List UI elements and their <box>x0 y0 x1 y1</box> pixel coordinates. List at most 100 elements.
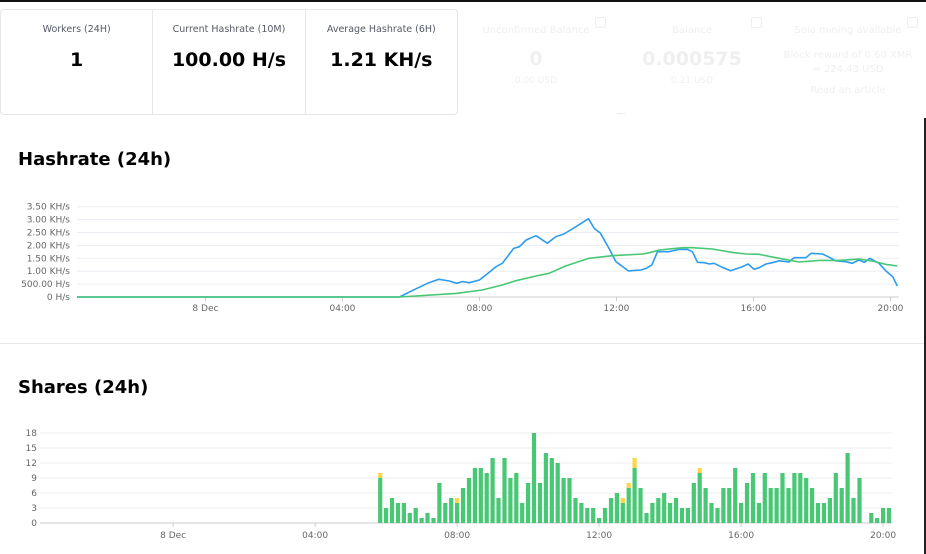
share-bar <box>520 503 525 523</box>
stat-solo-mining: Solo mining available Block reward of 0.… <box>770 9 926 115</box>
share-bar <box>727 488 732 523</box>
share-bar <box>389 498 395 523</box>
share-bar <box>833 473 838 523</box>
share-bar <box>881 508 886 523</box>
share-bar <box>585 508 590 523</box>
share-bar <box>768 488 773 523</box>
share-bar <box>620 503 625 523</box>
share-bar <box>401 503 406 523</box>
share-bar <box>857 478 862 523</box>
stat-label: Workers (24H) <box>42 24 111 35</box>
stat-label: Unconfirmed Balance <box>482 25 590 36</box>
y-tick-label: 6 <box>31 489 37 499</box>
stat-current-hashrate: Current Hashrate (10M) 100.00 H/s <box>153 10 306 114</box>
share-bar <box>384 508 389 523</box>
share-bar <box>419 518 424 523</box>
share-bar <box>531 433 537 523</box>
stat-value: 1 <box>70 49 84 71</box>
stat-balance: Balance 0.000575 0.21 USD <box>614 9 770 115</box>
x-tick-label: 8 Dec <box>192 304 218 314</box>
share-bar <box>455 503 460 523</box>
share-bar <box>709 503 714 523</box>
share-bar <box>537 483 543 523</box>
share-bar <box>697 473 702 523</box>
x-tick-label: 16:00 <box>728 531 754 541</box>
share-bar-secondary <box>697 468 702 473</box>
shares-title: Shares (24h) <box>18 377 149 398</box>
share-bar <box>815 503 821 523</box>
share-bar <box>839 488 844 523</box>
info-icon[interactable] <box>907 17 918 28</box>
share-bar <box>632 468 637 523</box>
stat-value: 0.000575 <box>642 48 742 70</box>
share-bar <box>762 473 767 523</box>
faded-stats: Unconfirmed Balance 0 0.00 USD Balance 0… <box>458 9 926 115</box>
share-bar <box>804 478 809 523</box>
divider <box>0 343 924 344</box>
y-tick-label: 12 <box>26 459 37 469</box>
share-bar <box>567 478 572 523</box>
share-bar <box>756 503 761 523</box>
y-tick-label: 3 <box>31 504 37 514</box>
share-bar-secondary <box>455 498 460 503</box>
share-bar <box>774 488 779 523</box>
y-tick-label: 3.00 KH/s <box>27 216 71 226</box>
right-border <box>924 118 926 554</box>
x-tick-label: 12:00 <box>586 531 612 541</box>
share-bar <box>502 458 507 523</box>
x-tick-label: 08:00 <box>444 531 470 541</box>
y-tick-label: 2.00 KH/s <box>27 241 71 251</box>
y-tick-label: 0 H/s <box>47 293 70 303</box>
info-icon[interactable] <box>751 17 762 28</box>
share-bar <box>484 473 489 523</box>
stat-value: 100.00 H/s <box>171 49 287 71</box>
y-tick-label: 3.50 KH/s <box>27 203 71 213</box>
share-bar <box>668 503 673 523</box>
stats-cards: Workers (24H) 1 Current Hashrate (10M) 1… <box>0 9 458 115</box>
share-bar <box>650 503 655 523</box>
share-bar <box>543 453 548 523</box>
y-tick-label: 18 <box>26 429 38 439</box>
share-bar <box>644 513 649 523</box>
x-tick-label: 04:00 <box>329 304 355 314</box>
hashrate-current-line <box>77 217 899 298</box>
stat-sub: 0.21 USD <box>670 76 714 86</box>
share-bar <box>851 498 856 523</box>
share-bar <box>875 518 880 523</box>
stat-label: Solo mining available <box>794 25 902 36</box>
share-bar <box>407 513 412 523</box>
read-article-link[interactable]: Read an article <box>810 85 886 96</box>
share-bar <box>460 488 466 523</box>
share-bar <box>662 493 667 523</box>
share-bar <box>526 483 531 523</box>
stat-unconfirmed-balance: Unconfirmed Balance 0 0.00 USD <box>458 9 614 115</box>
share-bar <box>608 498 614 523</box>
y-tick-label: 15 <box>26 444 37 454</box>
dash <box>617 113 625 114</box>
share-bar-secondary <box>620 498 625 503</box>
share-bar <box>739 503 744 523</box>
share-bar <box>679 508 685 523</box>
y-tick-label: 0 <box>31 519 37 529</box>
stat-label: Current Hashrate (10M) <box>172 24 286 35</box>
share-bar <box>656 498 661 523</box>
share-bar <box>449 498 454 523</box>
share-bar <box>573 498 578 523</box>
stat-line: ≈ 224.43 USD <box>812 64 884 75</box>
y-tick-label: 500.00 H/s <box>21 280 70 290</box>
share-bar <box>591 508 596 523</box>
stat-label: Average Hashrate (6H) <box>326 24 436 35</box>
share-bar <box>614 493 619 523</box>
share-bar <box>555 463 560 523</box>
hashrate-average-line <box>77 246 898 298</box>
stat-line: Block reward of 0.60 XMR <box>783 50 913 61</box>
y-tick-label: 2.50 KH/s <box>27 229 71 239</box>
share-bar <box>721 488 726 523</box>
info-icon[interactable] <box>595 17 606 28</box>
share-bar <box>602 508 608 523</box>
share-bar <box>810 488 815 523</box>
share-bar <box>691 483 696 523</box>
share-bar <box>431 518 436 523</box>
stat-workers: Workers (24H) 1 <box>1 10 154 114</box>
